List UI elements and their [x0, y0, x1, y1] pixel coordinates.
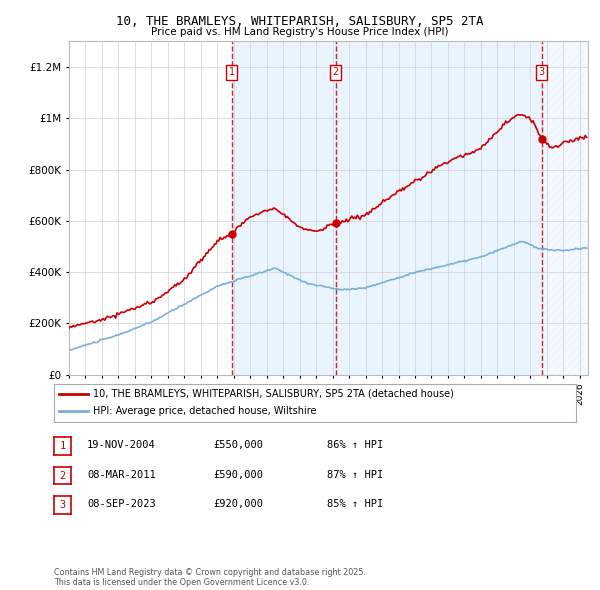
Text: 87% ↑ HPI: 87% ↑ HPI — [327, 470, 383, 480]
Text: 1: 1 — [229, 67, 235, 77]
Text: Contains HM Land Registry data © Crown copyright and database right 2025.
This d: Contains HM Land Registry data © Crown c… — [54, 568, 366, 587]
Bar — [542, 41, 588, 375]
Text: 08-SEP-2023: 08-SEP-2023 — [87, 500, 156, 509]
Text: 2: 2 — [59, 471, 65, 480]
Text: 1: 1 — [59, 441, 65, 451]
Text: 10, THE BRAMLEYS, WHITEPARISH, SALISBURY, SP5 2TA: 10, THE BRAMLEYS, WHITEPARISH, SALISBURY… — [116, 15, 484, 28]
Text: 3: 3 — [539, 67, 545, 77]
Text: 10, THE BRAMLEYS, WHITEPARISH, SALISBURY, SP5 2TA (detached house): 10, THE BRAMLEYS, WHITEPARISH, SALISBURY… — [93, 389, 454, 399]
Text: £920,000: £920,000 — [213, 500, 263, 509]
Text: £550,000: £550,000 — [213, 441, 263, 450]
Bar — [335, 41, 542, 375]
Text: 86% ↑ HPI: 86% ↑ HPI — [327, 441, 383, 450]
Text: 3: 3 — [59, 500, 65, 510]
Text: HPI: Average price, detached house, Wiltshire: HPI: Average price, detached house, Wilt… — [93, 407, 317, 417]
Text: 08-MAR-2011: 08-MAR-2011 — [87, 470, 156, 480]
Bar — [232, 41, 335, 375]
Text: £590,000: £590,000 — [213, 470, 263, 480]
Text: 85% ↑ HPI: 85% ↑ HPI — [327, 500, 383, 509]
Text: 19-NOV-2004: 19-NOV-2004 — [87, 441, 156, 450]
Text: Price paid vs. HM Land Registry's House Price Index (HPI): Price paid vs. HM Land Registry's House … — [151, 27, 449, 37]
Text: 2: 2 — [332, 67, 339, 77]
